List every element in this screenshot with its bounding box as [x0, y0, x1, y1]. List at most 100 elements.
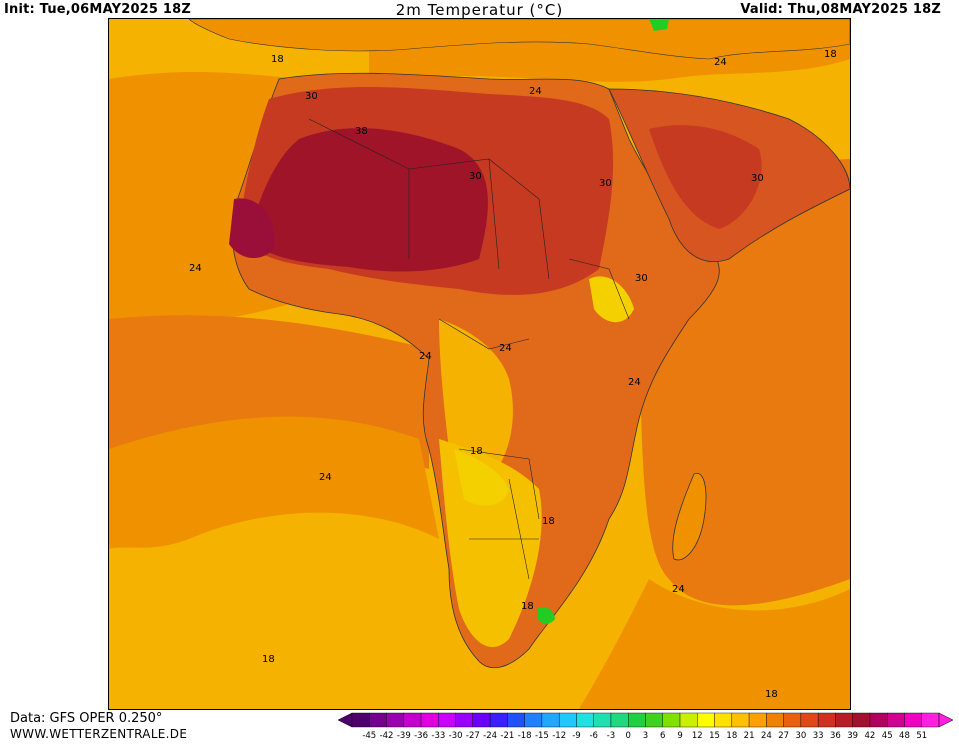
- scale-swatch: [386, 712, 404, 728]
- arabia-hot-zone: [649, 125, 762, 229]
- scale-swatch: [455, 712, 474, 728]
- scale-tick-label: 42: [865, 731, 876, 741]
- scale-swatch: [507, 712, 525, 728]
- europe-coastline: [188, 19, 850, 60]
- scale-swatch: [420, 712, 439, 728]
- contour-label: 24: [672, 584, 685, 595]
- scale-swatch: [472, 712, 491, 728]
- scale-swatch: [369, 712, 387, 728]
- scale-swatch: [852, 712, 871, 728]
- contour-label: 18: [824, 49, 837, 60]
- scale-tick-label: -15: [535, 731, 549, 741]
- scale-swatch: [576, 712, 594, 728]
- data-source-label: Data: GFS OPER 0.250°: [10, 711, 163, 726]
- scale-tick-label: 45: [882, 731, 893, 741]
- contour-label: 24: [319, 472, 332, 483]
- scale-tick-label: -45: [362, 731, 376, 741]
- scale-tick-label: 27: [778, 731, 789, 741]
- scale-swatch: [800, 712, 819, 728]
- scale-swatch: [887, 712, 905, 728]
- contour-label: 30: [599, 178, 612, 189]
- scale-tick-label: -39: [397, 731, 411, 741]
- website-link[interactable]: WWW.WETTERZENTRALE.DE: [10, 727, 188, 741]
- scale-swatch: [628, 712, 646, 728]
- angola-highlands: [454, 449, 509, 506]
- scale-tick-label: 3: [643, 731, 648, 741]
- north-cold-patch: [649, 19, 669, 31]
- ocean-band-south-indian: [579, 579, 850, 709]
- scale-tick-label: -42: [380, 731, 394, 741]
- scale-swatch: [524, 712, 543, 728]
- scale-arrow-low: [337, 712, 353, 728]
- scale-tick-label: 12: [692, 731, 703, 741]
- contour-label: 24: [499, 343, 512, 354]
- scale-tick-label: -21: [500, 731, 514, 741]
- lesotho-cold-patch: [537, 607, 555, 624]
- scale-tick-label: 30: [795, 731, 806, 741]
- scale-tick-label: -12: [552, 731, 566, 741]
- scale-tick-label: -30: [449, 731, 463, 741]
- ocean-band-south-atlantic: [109, 416, 439, 549]
- scale-tick-label: -6: [589, 731, 597, 741]
- scale-tick-label: 48: [899, 731, 910, 741]
- scale-tick-label: -3: [607, 731, 615, 741]
- contour-label: 24: [529, 86, 542, 97]
- scale-swatch: [921, 712, 940, 728]
- scale-swatch: [748, 712, 767, 728]
- contour-label: 30: [305, 91, 318, 102]
- map-svg: 18 30 38 24 30 24 30 18 24 30 24 30 24 2…: [109, 19, 850, 709]
- contour-labels: 18 30 38 24 30 24 30 18 24 30 24 30 24 2…: [189, 49, 837, 700]
- init-time-label: Init: Tue,06MAY2025 18Z: [4, 2, 192, 17]
- color-scale-svg: -45 -42 -39 -36 -33 -30 -27 -24 -21 -18 -15 -12 -9 -6…: [337, 712, 954, 741]
- scale-swatch: [558, 712, 577, 728]
- scale-tick-label: 39: [847, 731, 858, 741]
- contour-label: 38: [355, 126, 368, 137]
- scale-swatch: [593, 712, 612, 728]
- sahel-hottest-zone: [249, 128, 488, 272]
- scale-swatch: [714, 712, 733, 728]
- scale-tick-label: 36: [830, 731, 841, 741]
- contour-label: 24: [419, 351, 432, 362]
- scale-swatch: [869, 712, 888, 728]
- contour-label: 30: [469, 171, 482, 182]
- contour-label: 24: [714, 57, 727, 68]
- ethiopian-highlands: [589, 276, 634, 323]
- contour-label: 18: [542, 516, 555, 527]
- scale-swatch: [904, 712, 922, 728]
- scale-swatch: [697, 712, 715, 728]
- scale-tick-label: -33: [431, 731, 445, 741]
- scale-tick-label: -18: [518, 731, 532, 741]
- scale-swatch: [351, 712, 370, 728]
- scale-tick-label: 21: [744, 731, 755, 741]
- madagascar: [672, 472, 707, 561]
- scale-tick-label: 15: [709, 731, 720, 741]
- scale-swatch: [817, 712, 836, 728]
- scale-tick-label: -9: [572, 731, 580, 741]
- contour-label: 18: [521, 601, 534, 612]
- scale-swatch: [731, 712, 750, 728]
- scale-swatch: [403, 712, 422, 728]
- scale-tick-label: 33: [813, 731, 824, 741]
- scale-tick-label: 51: [916, 731, 927, 741]
- scale-tick-label: -27: [466, 731, 480, 741]
- scale-swatch: [489, 712, 508, 728]
- scale-tick-label: 9: [677, 731, 682, 741]
- contour-label: 18: [765, 689, 778, 700]
- scale-swatch: [645, 712, 663, 728]
- scale-swatch: [835, 712, 853, 728]
- map-title: 2m Temperatur (°C): [395, 1, 564, 19]
- valid-time-label: Valid: Thu,08MAY2025 18Z: [740, 2, 941, 17]
- scale-swatch: [610, 712, 629, 728]
- scale-swatch: [766, 712, 784, 728]
- temperature-color-scale: -45 -42 -39 -36 -33 -30 -27 -24 -21 -18 -15 -12 -9 -6…: [334, 712, 957, 741]
- contour-label: 30: [751, 173, 764, 184]
- temperature-map: 18 30 38 24 30 24 30 18 24 30 24 30 24 2…: [108, 18, 851, 710]
- scale-tick-label: 6: [660, 731, 665, 741]
- scale-swatch: [662, 712, 681, 728]
- scale-tick-label: 18: [726, 731, 737, 741]
- contour-label: 24: [189, 263, 202, 274]
- scale-swatch: [438, 712, 456, 728]
- country-borders: [308, 118, 630, 580]
- contour-label: 30: [635, 273, 648, 284]
- scale-arrow-high: [938, 712, 954, 728]
